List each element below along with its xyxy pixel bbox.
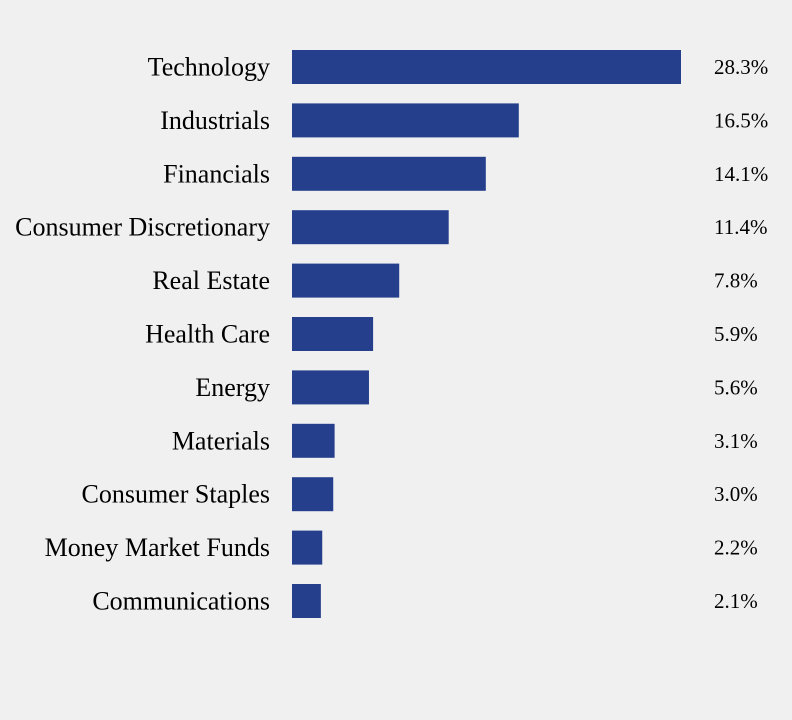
category-label-energy: Energy — [195, 373, 270, 402]
category-label-financials: Financials — [163, 159, 270, 188]
value-label-consumer-discretionary: 11.4% — [714, 215, 767, 239]
bar-consumer-staples — [292, 477, 334, 512]
value-label-consumer-staples: 3.0% — [714, 482, 758, 506]
category-label-technology: Technology — [148, 53, 270, 82]
category-label-consumer-staples: Consumer Staples — [82, 480, 271, 509]
bar-consumer-discretionary — [292, 210, 449, 245]
bar-industrials — [292, 103, 519, 138]
category-label-industrials: Industrials — [160, 106, 270, 135]
value-label-technology: 28.3% — [714, 55, 768, 79]
category-label-health-care: Health Care — [145, 320, 270, 349]
bar-money-market-funds — [292, 530, 323, 565]
bar-communications — [292, 584, 321, 618]
category-label-money-market-funds: Money Market Funds — [45, 533, 270, 562]
value-label-industrials: 16.5% — [714, 108, 768, 132]
category-label-real-estate: Real Estate — [152, 266, 270, 295]
bar-energy — [292, 370, 369, 405]
bars-layer — [292, 50, 681, 618]
category-label-materials: Materials — [172, 426, 270, 455]
bar-real-estate — [292, 263, 400, 298]
value-label-materials: 3.1% — [714, 429, 758, 453]
value-labels: 28.3% 16.5% 14.1% 11.4% 7.8% 5.9% 5.6% 3.1% 3.0%… — [714, 55, 768, 613]
bar-materials — [292, 423, 335, 458]
category-label-consumer-discretionary: Consumer Discretionary — [15, 213, 270, 242]
category-labels: Technology Industrials Financials Consumer … — [15, 53, 270, 616]
value-label-financials: 14.1% — [714, 162, 768, 186]
value-label-communications: 2.1% — [714, 589, 758, 613]
value-label-money-market-funds: 2.2% — [714, 536, 758, 560]
bar-technology — [292, 50, 681, 84]
value-label-real-estate: 7.8% — [714, 269, 758, 293]
bar-health-care — [292, 317, 374, 351]
value-label-energy: 5.6% — [714, 375, 758, 399]
bar-financials — [292, 156, 486, 191]
category-label-communications: Communications — [92, 587, 270, 616]
value-label-health-care: 5.9% — [714, 322, 758, 346]
